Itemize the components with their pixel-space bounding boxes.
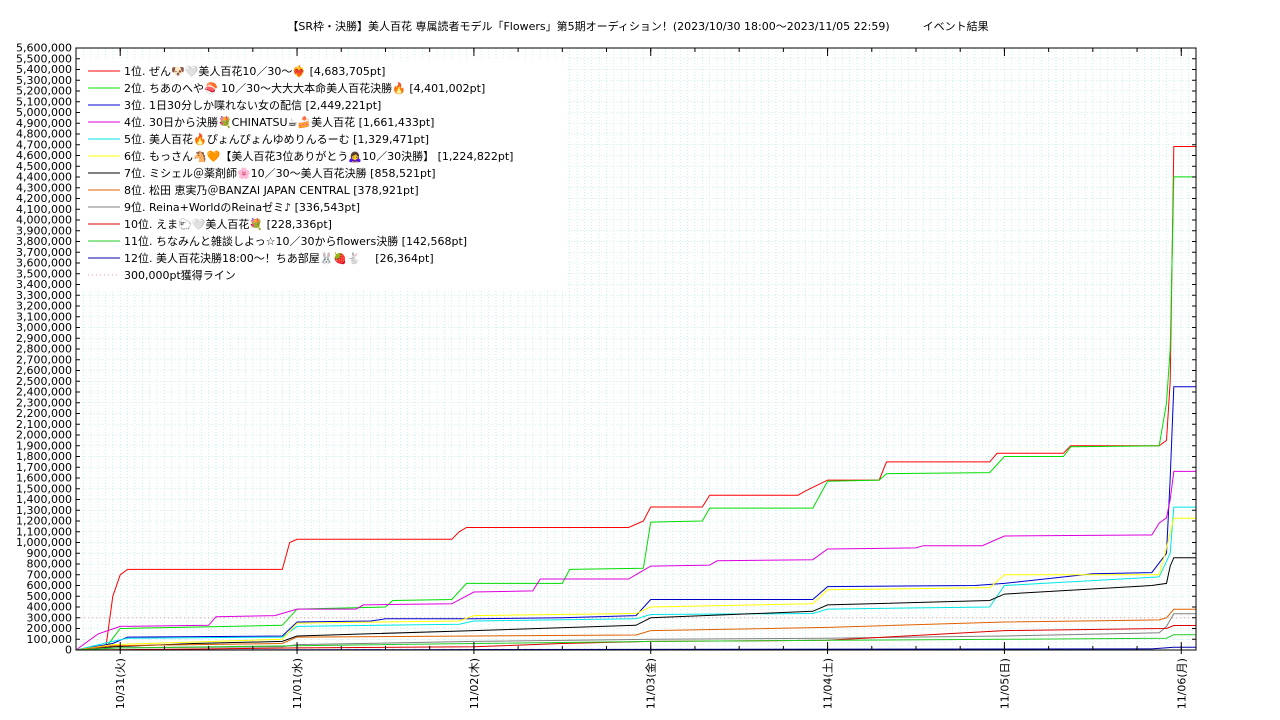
- y-tick-label: 5,500,000: [16, 52, 72, 65]
- legend-label: 3位. 1日30分しか喋れない女の配信 [2,449,221pt]: [124, 98, 381, 112]
- y-tick-label: 3,300,000: [16, 289, 72, 302]
- y-tick-label: 1,700,000: [16, 461, 72, 474]
- y-tick-label: 5,400,000: [16, 63, 72, 76]
- y-axis: 0100,000200,000300,000400,000500,000600,…: [16, 42, 1196, 657]
- x-tick-label: 11/04(土): [822, 658, 835, 709]
- y-tick-label: 5,100,000: [16, 95, 72, 108]
- y-tick-label: 3,500,000: [16, 267, 72, 280]
- series-line-8: [75, 608, 1196, 651]
- y-tick-label: 2,600,000: [16, 364, 72, 377]
- y-tick-label: 2,900,000: [16, 332, 72, 345]
- x-axis: 10/31(火) 11/01(水) 11/02(木) 11/03(金) 11/04(土)…: [75, 48, 1188, 709]
- y-tick-label: 4,400,000: [16, 171, 72, 184]
- y-tick-label: 0: [65, 644, 72, 657]
- y-tick-label: 300,000: [27, 611, 73, 624]
- series-line-1: [76, 146, 1196, 651]
- y-tick-label: 1,200,000: [16, 515, 72, 528]
- y-tick-label: 400,000: [27, 601, 73, 614]
- y-tick-label: 1,000,000: [16, 536, 72, 549]
- legend-label: 7位. ミシェル＠薬剤師🌸10／30〜美人百花決勝 [858,521pt]: [124, 166, 436, 180]
- y-tick-label: 1,500,000: [16, 482, 72, 495]
- x-tick-label: 11/05(日): [998, 658, 1011, 709]
- y-tick-label: 700,000: [27, 568, 73, 581]
- legend-label: 4位. 30日から決勝💐CHINATSU☕🍰美人百花 [1,661,433pt]: [124, 115, 434, 129]
- y-tick-label: 4,600,000: [16, 149, 72, 162]
- y-tick-label: 3,000,000: [16, 321, 72, 334]
- y-tick-label: 600,000: [27, 579, 73, 592]
- y-tick-label: 5,200,000: [16, 85, 72, 98]
- y-tick-label: 2,400,000: [16, 386, 72, 399]
- legend-label: 6位. もっさん🐴🧡【美人百花3位ありがとう🙇‍♀️10／30決勝】 [1,22…: [124, 149, 513, 163]
- legend-label: 11位. ちなみんと雑談しよっ☆10／30からflowers決勝 [142,56…: [124, 234, 467, 248]
- series-lines: [75, 146, 1196, 651]
- y-tick-label: 4,700,000: [16, 138, 72, 151]
- y-tick-label: 4,200,000: [16, 192, 72, 205]
- legend-label: 9位. Reina+WorldのReinaゼミ♪ [336,543pt]: [124, 200, 360, 214]
- y-tick-label: 3,100,000: [16, 310, 72, 323]
- y-tick-label: 500,000: [27, 590, 73, 603]
- y-tick-label: 3,600,000: [16, 257, 72, 270]
- y-tick-label: 2,100,000: [16, 418, 72, 431]
- y-tick-label: 1,400,000: [16, 493, 72, 506]
- y-tick-label: 2,800,000: [16, 343, 72, 356]
- y-tick-label: 3,900,000: [16, 224, 72, 237]
- legend: 1位. ぜん🐶🤍美人百花10／30〜❤️‍🔥 [4,683,705pt] 2位. …: [82, 58, 568, 290]
- series-line-6: [75, 517, 1196, 651]
- y-tick-label: 3,400,000: [16, 278, 72, 291]
- y-tick-label: 2,300,000: [16, 396, 72, 409]
- y-tick-label: 2,500,000: [16, 375, 72, 388]
- y-tick-label: 200,000: [27, 622, 73, 635]
- series-line-12: [75, 646, 1196, 651]
- legend-label-threshold: 300,000pt獲得ライン: [124, 269, 236, 282]
- series-line-4: [75, 470, 1196, 651]
- y-tick-label: 4,300,000: [16, 181, 72, 194]
- series-line-3: [75, 386, 1196, 651]
- y-tick-label: 3,700,000: [16, 246, 72, 259]
- y-tick-label: 4,900,000: [16, 117, 72, 130]
- legend-background: [82, 58, 568, 290]
- legend-label: 2位. ちあのへや🍣 10／30〜大大大本命美人百花決勝🔥 [4,401,002…: [124, 81, 485, 95]
- y-tick-label: 1,300,000: [16, 504, 72, 517]
- x-tick-label: 11/03(金): [644, 658, 658, 709]
- y-tick-label: 900,000: [27, 547, 73, 560]
- x-tick-label: 11/06(月): [1175, 658, 1188, 709]
- x-tick-label: 10/31(火): [114, 658, 127, 709]
- y-tick-label: 100,000: [27, 633, 73, 646]
- legend-label: 10位. えま🐑🤍美人百花💐 [228,336pt]: [124, 217, 332, 231]
- y-tick-label: 4,800,000: [16, 128, 72, 141]
- series-line-9: [75, 613, 1196, 651]
- y-tick-label: 2,000,000: [16, 429, 72, 442]
- y-tick-label: 3,200,000: [16, 300, 72, 313]
- series-line-5: [75, 506, 1196, 651]
- legend-label: 1位. ぜん🐶🤍美人百花10／30〜❤️‍🔥 [4,683,705pt]: [124, 64, 385, 78]
- chart-title: 【SR枠・決勝】美人百花 専属読者モデル「Flowers」第5期オーディション！…: [287, 19, 988, 33]
- y-tick-label: 4,100,000: [16, 203, 72, 216]
- y-tick-label: 1,600,000: [16, 472, 72, 485]
- series-line-7: [75, 557, 1196, 651]
- y-tick-label: 2,200,000: [16, 407, 72, 420]
- y-tick-label: 800,000: [27, 558, 73, 571]
- y-tick-label: 3,800,000: [16, 235, 72, 248]
- y-tick-label: 1,100,000: [16, 525, 72, 538]
- y-tick-label: 1,900,000: [16, 439, 72, 452]
- y-tick-label: 2,700,000: [16, 353, 72, 366]
- y-tick-label: 5,300,000: [16, 74, 72, 87]
- series-line-2: [75, 176, 1196, 651]
- x-tick-label: 11/02(木): [468, 658, 481, 709]
- y-tick-label: 4,500,000: [16, 160, 72, 173]
- legend-label: 5位. 美人百花🔥ぴょんぴょんゆめりんるーむ [1,329,471pt]: [124, 132, 429, 146]
- y-tick-label: 4,000,000: [16, 214, 72, 227]
- legend-label: 12位. 美人百花決勝18:00〜！ちあ部屋🐰🍓🐇 [26,364pt]: [124, 251, 434, 265]
- y-tick-label: 1,800,000: [16, 450, 72, 463]
- x-tick-label: 11/01(水): [291, 658, 304, 709]
- y-tick-label: 5,600,000: [16, 42, 72, 55]
- legend-label: 8位. 松田 恵実乃＠BANZAI JAPAN CENTRAL [378,921…: [124, 183, 419, 197]
- y-tick-label: 5,000,000: [16, 106, 72, 119]
